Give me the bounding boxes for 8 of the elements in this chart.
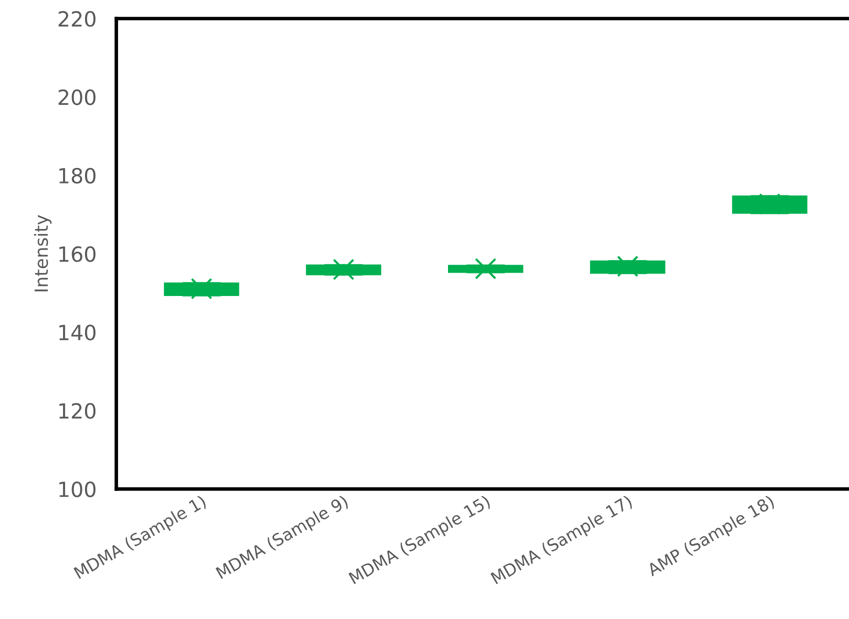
- y-tick-label: 180: [59, 168, 96, 184]
- y-tick-label: 140: [59, 324, 96, 340]
- y-tick-label: 100: [59, 481, 96, 498]
- y-tick-label: 160: [59, 246, 96, 262]
- y-axis-title: Intensity: [34, 215, 52, 292]
- y-tick-label: 220: [58, 11, 96, 27]
- y-tick-label: 200: [58, 89, 96, 106]
- y-tick-label: 120: [59, 403, 96, 419]
